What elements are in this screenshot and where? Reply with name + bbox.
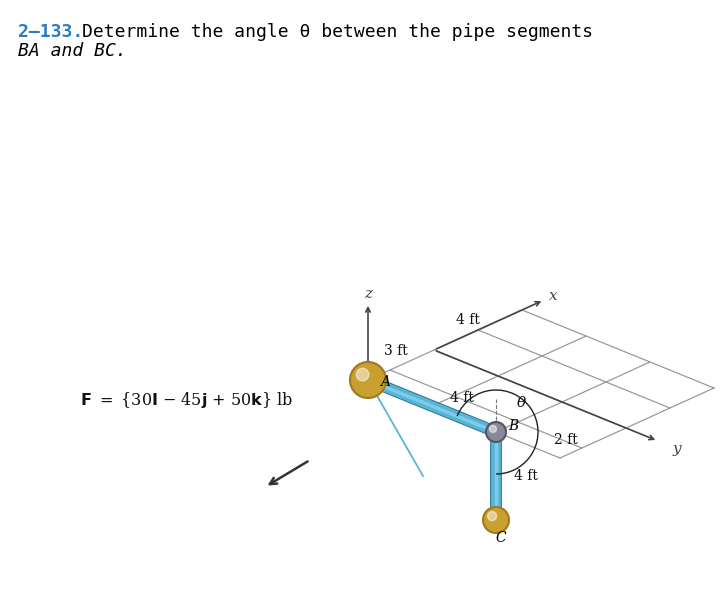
- Text: z: z: [364, 287, 372, 301]
- Text: 2 ft: 2 ft: [554, 433, 578, 447]
- Circle shape: [356, 368, 369, 381]
- Text: 4 ft: 4 ft: [514, 469, 538, 483]
- Circle shape: [487, 512, 497, 521]
- Text: y: y: [673, 442, 682, 456]
- Text: x: x: [549, 289, 557, 303]
- Text: A: A: [380, 375, 390, 389]
- Text: θ: θ: [516, 396, 526, 410]
- Circle shape: [490, 425, 497, 433]
- Circle shape: [483, 507, 509, 533]
- Text: BA and BC.: BA and BC.: [18, 42, 127, 60]
- Text: 3 ft: 3 ft: [384, 344, 408, 358]
- Circle shape: [350, 362, 386, 398]
- Text: Determine the angle θ between the pipe segments: Determine the angle θ between the pipe s…: [82, 23, 593, 41]
- Circle shape: [486, 422, 506, 442]
- Text: 4 ft: 4 ft: [456, 313, 480, 327]
- Text: C: C: [495, 531, 506, 545]
- Text: 2–133.: 2–133.: [18, 23, 84, 41]
- Text: B: B: [508, 419, 518, 433]
- Text: $\mathbf{F}$ $=$ {30$\mathbf{I}$ $-$ 45$\mathbf{j}$ $+$ 50$\mathbf{k}$} lb: $\mathbf{F}$ $=$ {30$\mathbf{I}$ $-$ 45$…: [80, 390, 293, 410]
- Text: 4 ft: 4 ft: [450, 391, 474, 405]
